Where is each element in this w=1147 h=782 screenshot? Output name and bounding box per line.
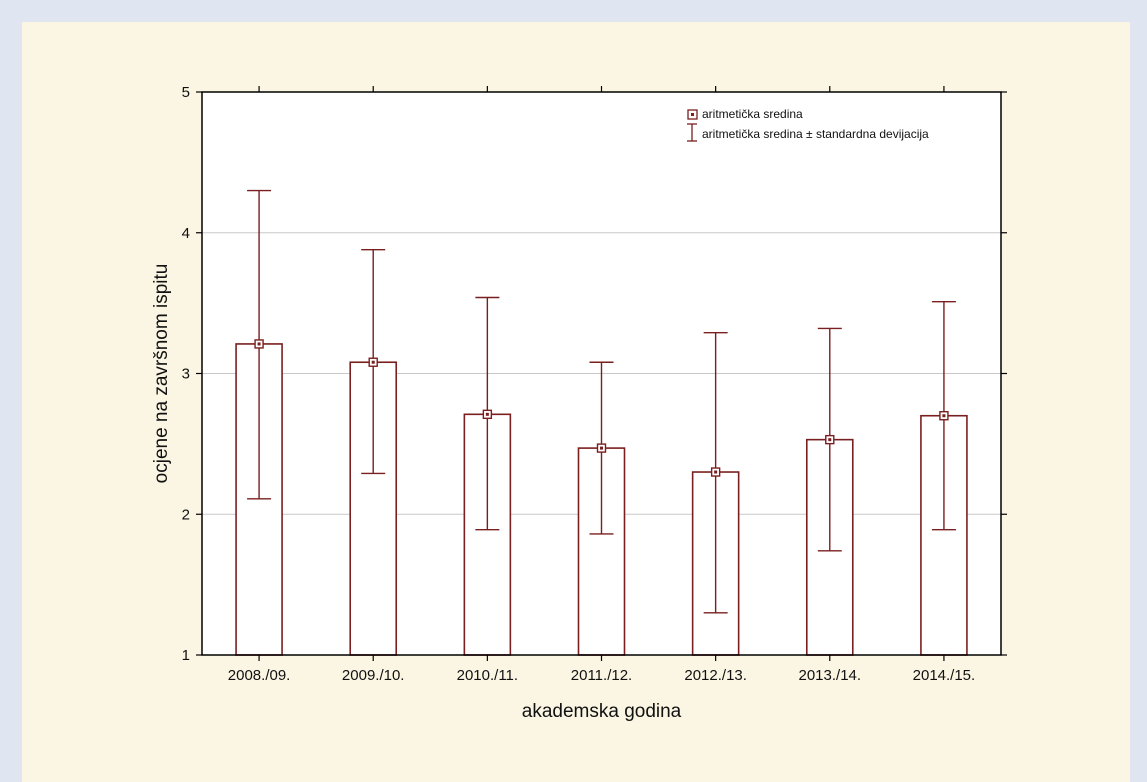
mean-marker-dot (258, 342, 261, 345)
mean-marker-dot (942, 414, 945, 417)
legend-mean-label: aritmetička sredina (702, 107, 803, 121)
legend-errorbar-label: aritmetička sredina ± standardna devijac… (702, 127, 929, 141)
x-tick-label: 2014./15. (913, 667, 976, 684)
y-tick-label: 1 (182, 647, 190, 664)
x-tick-label: 2008./09. (228, 667, 291, 684)
chart: 1 2 3 4 5 2008./09. 2009./10. 2010./11. 2011./1… (22, 22, 1130, 782)
x-tick-label: 2010./11. (457, 667, 518, 684)
legend-mean-dot (691, 113, 694, 116)
x-tick-label: 2011./12. (571, 667, 632, 684)
x-tick-label: 2012./13. (684, 667, 747, 684)
figure-panel: 1 2 3 4 5 2008./09. 2009./10. 2010./11. 2011./1… (22, 22, 1130, 782)
mean-marker-dot (714, 471, 717, 474)
y-tick-label: 5 (182, 84, 190, 101)
x-axis-label: akademska godina (522, 701, 682, 722)
mean-marker-dot (372, 361, 375, 364)
mean-marker-dot (828, 438, 831, 441)
x-tick-label: 2013./14. (799, 667, 862, 684)
y-tick-label: 2 (182, 506, 190, 523)
y-axis-label: ocjene na završnom ispitu (151, 264, 172, 484)
x-tick-label: 2009./10. (342, 667, 405, 684)
y-tick-label: 3 (182, 366, 190, 383)
mean-marker-dot (486, 413, 489, 416)
mean-marker-dot (600, 447, 603, 450)
y-tick-label: 4 (182, 225, 190, 242)
